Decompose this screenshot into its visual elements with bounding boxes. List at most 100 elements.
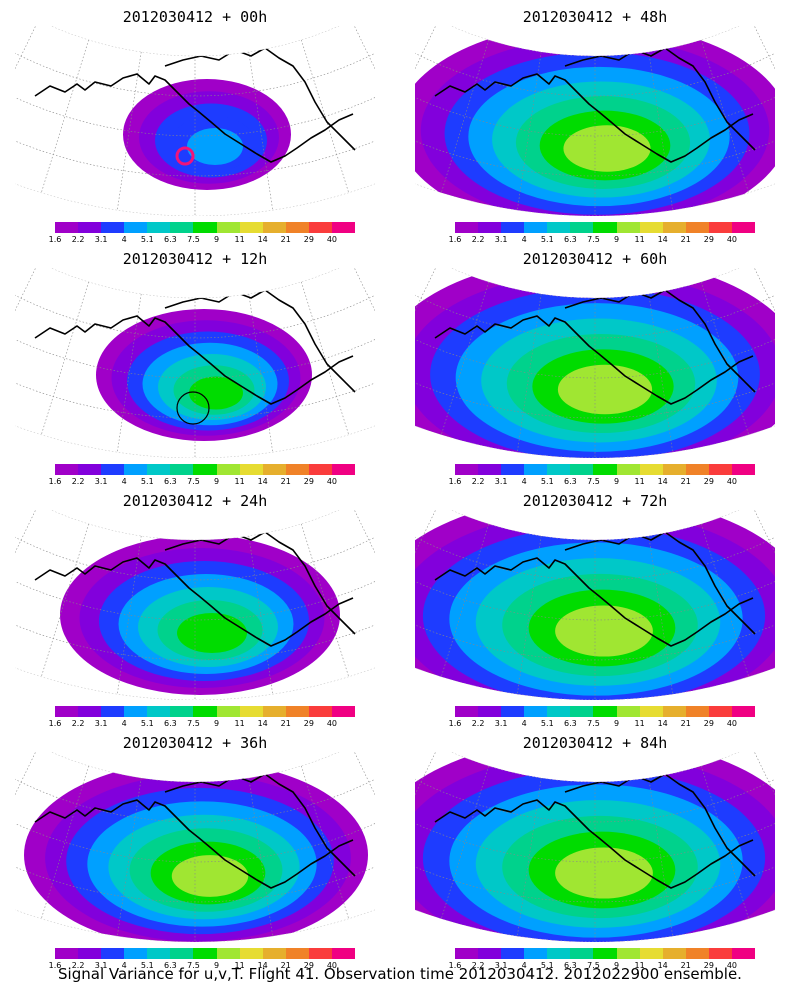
colorbar-tick-label: 40 [726,235,738,244]
panel-title: 2012030412 + 24h [122,492,268,510]
colorbar-cell [593,464,617,475]
map-boundary [15,510,375,700]
colorbar-cell [170,948,194,959]
colorbar-tick-label: 11 [634,477,645,486]
colorbar-tick-label: 21 [680,235,691,244]
colorbar-cell [55,464,79,475]
longitude-line [516,51,542,211]
colorbar-cell [639,948,663,959]
colorbar-tick-label: 6.3 [164,477,177,486]
colorbar-cell [708,706,732,717]
colorbar-cell [685,222,709,233]
colorbar-tick-label: 6.3 [564,961,577,970]
colorbar [55,706,356,717]
colorbar-cell [593,706,617,717]
panel-title: 2012030412 + 00h [122,8,268,26]
longitude-line [116,293,142,453]
colorbar-tick-label: 1.6 [48,235,62,244]
colorbar-cell [731,948,756,959]
colorbar-tick-label: 1.6 [448,477,462,486]
colorbar-cell [455,222,479,233]
longitude-line [351,510,375,649]
colorbar-cell [147,464,171,475]
colorbar-cell [170,464,194,475]
colorbar-tick-label: 4 [521,477,527,486]
map-plot [15,510,375,700]
panel-title: 2012030412 + 36h [122,734,268,752]
colorbar-cell [455,464,479,475]
colorbar-tick-label: 29 [303,719,314,728]
colorbar-tick-label: 29 [703,719,714,728]
longitude-line [701,39,749,193]
colorbar-cell [216,706,240,717]
longitude-line [441,39,489,193]
variance-contour [177,613,247,653]
colorbar-cell [308,464,332,475]
colorbar-tick-label: 29 [703,961,714,970]
longitude-line [301,765,349,919]
colorbar-tick-label: 9 [213,719,220,728]
colorbar-cell [570,948,594,959]
forecast-panel-2: 2012030412 + 24h 1.6 2.2 3.1 4 5.1 6.3 7.5 9 11 14… [5,484,385,728]
colorbar-ticks: 1.6 2.2 3.1 4 5.1 6.3 7.5 9 11 14 21 29 40 [49,235,355,245]
colorbar-cell [662,464,686,475]
map-boundary [415,510,775,700]
colorbar-cell [639,706,663,717]
longitude-line [648,51,674,211]
colorbar-tick-label: 5.1 [540,477,554,486]
colorbar-tick-label: 21 [680,961,691,970]
longitude-line [248,51,274,211]
colorbar-tick-label: 2.2 [471,719,485,728]
colorbar-cell [285,222,309,233]
colorbar [455,706,756,717]
colorbar-tick-label: 5.1 [140,961,154,970]
colorbar-tick-label: 7.5 [587,235,600,244]
longitude-line [41,281,89,435]
colorbar-tick-label: 21 [280,477,291,486]
colorbar-tick-label: 3.1 [94,961,108,970]
panel-title: 2012030412 + 84h [522,734,668,752]
map-plot [415,510,775,700]
colorbar-tick-label: 2.2 [471,477,485,486]
colorbar-cell [524,464,548,475]
colorbar-cell [478,464,502,475]
colorbar [55,948,356,959]
variance-contour [189,376,243,410]
figure-caption: Signal Variance for u,v,T. Flight 41. Ob… [58,965,742,983]
colorbar-cell [662,222,686,233]
colorbar-cell [78,948,102,959]
longitude-line [516,535,542,695]
colorbar-tick-label: 4 [521,235,527,244]
longitude-line [648,535,674,695]
colorbar-tick-label: 14 [657,235,668,244]
colorbar-cell [124,706,148,717]
colorbar-cell [170,706,194,717]
colorbar-cell [662,948,686,959]
colorbar-cell [262,464,286,475]
longitude-line [248,777,274,937]
colorbar-tick-label: 40 [326,719,338,728]
colorbar-tick-label: 3.1 [94,235,108,244]
variance-contour [557,364,653,415]
colorbar-cell [101,948,125,959]
observation-marker [175,146,195,166]
colorbar-cell [147,948,171,959]
colorbar-cell [78,222,102,233]
colorbar-tick-label: 4 [521,961,527,970]
colorbar-tick-label: 2.2 [71,719,85,728]
colorbar-tick-label: 40 [726,477,738,486]
longitude-line [441,523,489,677]
colorbar-tick-label: 4 [121,961,127,970]
colorbar-tick-label: 2.2 [71,477,85,486]
colorbar-tick-label: 29 [703,235,714,244]
colorbar-tick-label: 14 [657,961,668,970]
colorbar-cell [308,222,332,233]
colorbar-cell [124,222,148,233]
colorbar-tick-label: 1.6 [48,961,62,970]
colorbar-tick-label: 1.6 [48,477,62,486]
colorbar-tick-label: 29 [303,961,314,970]
colorbar-cell [331,706,356,717]
colorbar-cell [124,948,148,959]
colorbar-tick-label: 5.1 [540,719,554,728]
colorbar-tick-label: 40 [326,235,338,244]
